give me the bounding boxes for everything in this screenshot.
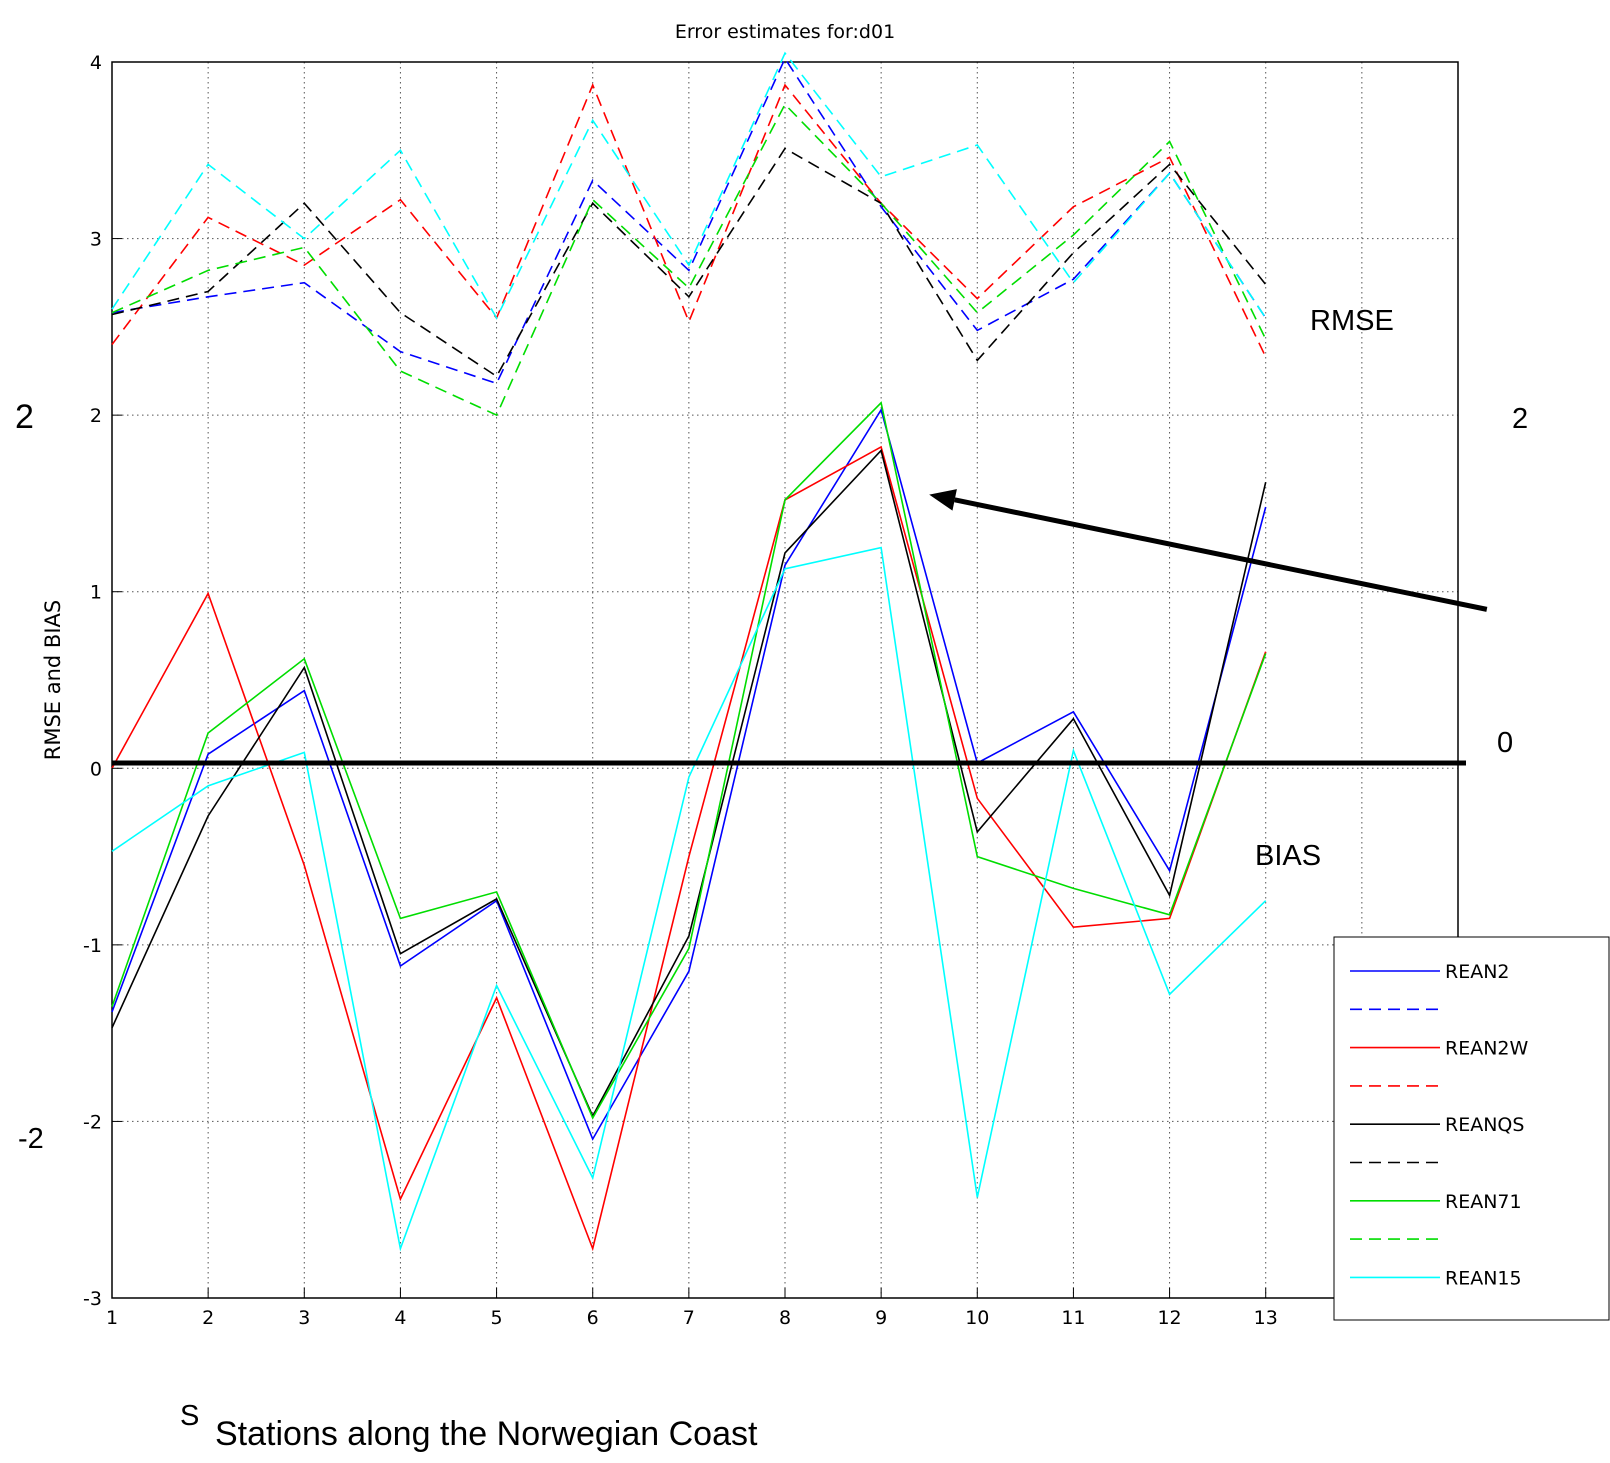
arrow-shaft [954,497,1488,612]
x-tick-label: 8 [779,1307,791,1329]
y-tick-label: 3 [90,229,102,251]
y-tick-label: 4 [90,52,102,74]
series-line-rean2 [111,407,1267,1141]
legend-label: REAN2 [1445,961,1510,983]
x-tick-label: 5 [491,1307,503,1329]
x-tick-label: 4 [394,1307,406,1329]
x-axis-label-fragment: S [180,1400,199,1432]
x-tick-label: 3 [298,1307,310,1329]
y-tick-label: 2 [90,405,102,427]
x-tick-label: 12 [1157,1307,1181,1329]
series-line-unnamed-3-dashed [111,82,1267,358]
legend-label: REANQS [1445,1114,1524,1136]
chart-title: Error estimates for:d01 [675,21,895,43]
x-tick-label: 10 [965,1307,989,1329]
series-line-reanqs [111,448,1267,1118]
y-tick-label: -3 [83,1288,102,1310]
x-tick-label: 7 [683,1307,695,1329]
y-axis-label: RMSE and BIAS [41,600,65,760]
legend-box [1333,936,1610,1321]
y-tick-label: -2 [83,1111,102,1133]
y-tick-label: 1 [90,582,102,604]
x-tick-label: 2 [202,1307,214,1329]
x-tick-label: 6 [587,1307,599,1329]
annotation-arrow [929,489,1488,612]
x-tick-label: 9 [875,1307,887,1329]
left-annotation-neg2: -2 [18,1123,44,1155]
series-line-unnamed-1-dashed [111,56,1267,385]
legend-label: REAN2W [1445,1038,1529,1060]
legend-items: REAN2 REAN2W REANQS REAN71 REAN15 [1350,961,1529,1289]
legend-label: REAN71 [1445,1191,1522,1213]
legend: REAN2 REAN2W REANQS REAN71 REAN15 [1333,936,1610,1321]
series-line-unnamed-9-dashed [111,51,1267,320]
series-line-unnamed-5-dashed [111,147,1267,378]
x-axis-label: Stations along the Norwegian Coast [215,1415,758,1453]
arrow-head [929,489,957,511]
y-tick-label: 0 [90,758,102,780]
right-annotation-2: 2 [1512,403,1528,435]
series-line-rean15 [111,546,1267,1252]
left-annotation-2: 2 [15,398,34,436]
x-tick-label: 11 [1061,1307,1085,1329]
rmse-annotation: RMSE [1310,305,1394,337]
series-layer [111,51,1267,1252]
y-tick-label: -1 [83,935,102,957]
x-tick-label: 1 [106,1307,118,1329]
series-line-rean2w [111,445,1267,1252]
series-line-unnamed-7-dashed [111,103,1267,417]
bias-annotation: BIAS [1255,840,1321,872]
legend-label: REAN15 [1445,1267,1522,1289]
x-tick-label: 13 [1254,1307,1278,1329]
series-line-rean71 [111,401,1267,1120]
right-annotation-0: 0 [1497,727,1513,759]
